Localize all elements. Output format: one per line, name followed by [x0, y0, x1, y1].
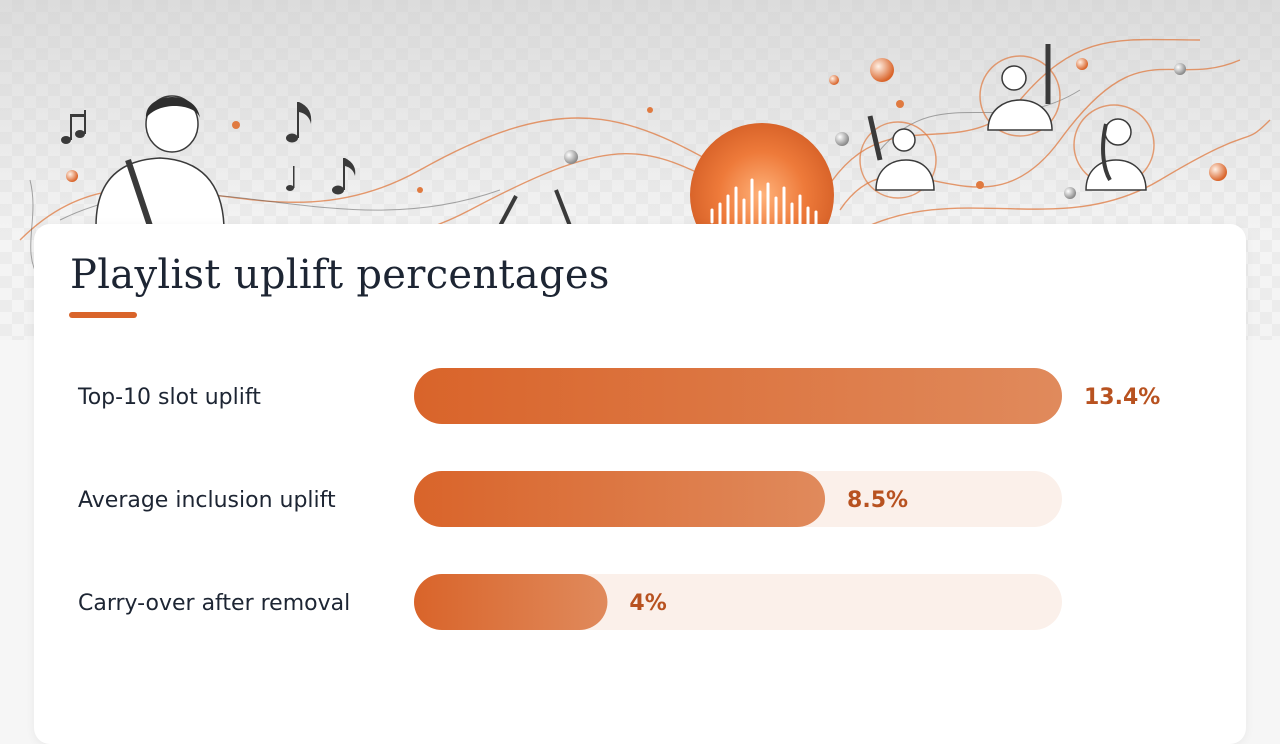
- chart-card: Playlist uplift percentages Top-10 slot …: [34, 224, 1246, 744]
- category-label: Top-10 slot uplift: [77, 385, 261, 410]
- bar: [414, 368, 1062, 424]
- value-label: 8.5%: [847, 488, 908, 513]
- guitarist-figure: [95, 95, 225, 227]
- category-label: Carry-over after removal: [78, 591, 350, 616]
- title-underline: [69, 312, 137, 318]
- music-note-icon: [61, 102, 356, 195]
- chart-title: Playlist uplift percentages: [70, 252, 610, 298]
- value-label: 4%: [629, 591, 666, 616]
- bar: [414, 471, 826, 527]
- bar: [414, 574, 608, 630]
- raised-hands: [498, 189, 572, 227]
- category-label: Average inclusion uplift: [78, 488, 336, 513]
- value-label: 13.4%: [1084, 385, 1160, 410]
- bar-chart: Top-10 slot uplift 13.4% Average inclusion…: [77, 368, 1160, 630]
- fan-figure: [867, 44, 1147, 191]
